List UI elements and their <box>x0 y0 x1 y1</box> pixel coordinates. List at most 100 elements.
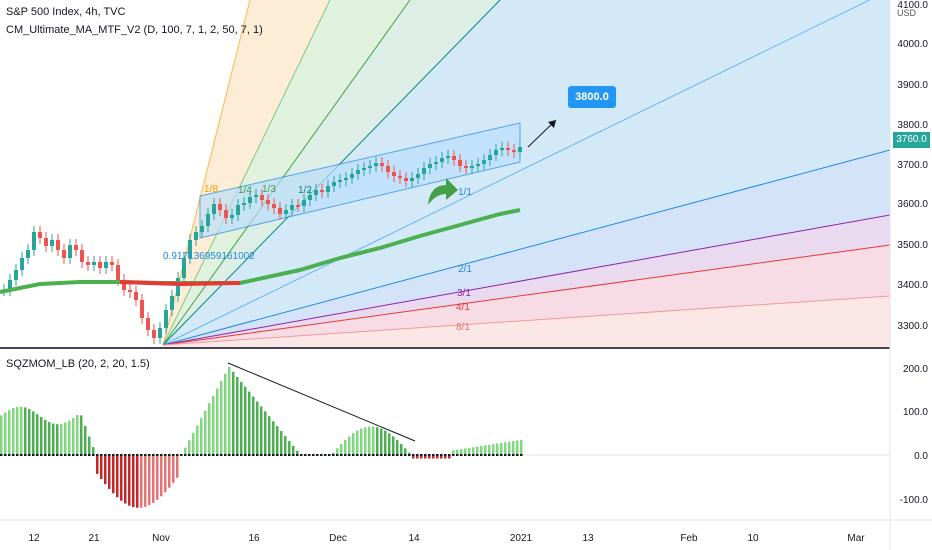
indicator-legend[interactable]: CM_Ultimate_MA_MTF_V2 (D, 100, 7, 1, 2, … <box>6 24 263 36</box>
histogram-bar <box>380 428 383 455</box>
histogram-bar <box>340 444 343 455</box>
price-axis[interactable]: 4100.0 4000.0 3900.0 3800.0 3700.0 3600.0 3500… <box>897 0 928 332</box>
price-tick-label: 3400.0 <box>897 280 928 291</box>
histogram-bar <box>388 433 391 455</box>
squeeze-momentum-histogram <box>0 367 523 508</box>
histogram-bar <box>4 412 7 455</box>
histogram-bar <box>256 401 259 455</box>
ma-line-1 <box>0 208 521 294</box>
histogram-bar <box>84 425 87 455</box>
histogram-bar <box>36 414 39 455</box>
histogram-bar <box>420 455 423 459</box>
histogram-bar <box>176 455 179 478</box>
histogram-bar <box>92 447 95 455</box>
histogram-bar <box>112 455 115 494</box>
histogram-bar <box>156 455 159 500</box>
oscillator-legend[interactable]: SQZMOM_LB (20, 2, 20, 1.5) <box>6 358 150 370</box>
histogram-bar <box>224 373 227 455</box>
histogram-bar <box>172 455 175 483</box>
histogram-bar <box>96 455 99 474</box>
histogram-bar <box>232 371 235 455</box>
histogram-bar <box>448 455 451 459</box>
oscillator-axis[interactable]: 200.0 100.0 0.0 -100.0 <box>900 364 929 506</box>
histogram-bar <box>452 450 455 455</box>
histogram-bar <box>216 388 219 455</box>
histogram-bar <box>456 449 459 455</box>
fan-labels: 1/8 1/4 1/3 1/2 1/1 2/1 3/1 4/1 8/1 <box>204 184 472 333</box>
histogram-bar <box>32 411 35 455</box>
price-tick-label: 3300.0 <box>897 321 928 332</box>
histogram-bar <box>416 455 419 459</box>
histogram-bar <box>284 435 287 455</box>
histogram-bar <box>292 445 295 455</box>
histogram-bar <box>368 426 371 455</box>
fan-label: 2/1 <box>458 264 472 275</box>
histogram-bar <box>444 455 447 459</box>
osc-tick-label: 200.0 <box>903 364 928 375</box>
time-tick-label: 10 <box>747 533 759 544</box>
histogram-bar <box>20 406 23 455</box>
histogram-bar <box>504 442 507 455</box>
histogram-bar <box>128 455 131 506</box>
histogram-bar <box>260 406 263 455</box>
osc-tick-label: 0.0 <box>914 451 928 462</box>
symbol-title[interactable]: S&P 500 Index, 4h, TVC <box>6 6 126 18</box>
histogram-bar <box>56 424 59 455</box>
histogram-bar <box>492 444 495 455</box>
histogram-bar <box>200 418 203 455</box>
price-tick-label: 3600.0 <box>897 199 928 210</box>
histogram-bar <box>520 439 523 455</box>
trend-line <box>227 362 416 442</box>
gann-fan <box>162 0 891 348</box>
histogram-bar <box>372 426 375 455</box>
histogram-bar <box>364 427 367 455</box>
time-tick-label: Feb <box>680 533 698 544</box>
price-tick-label: 4100.0 <box>897 0 928 11</box>
histogram-bar <box>476 446 479 455</box>
histogram-bar <box>80 415 83 455</box>
histogram-bar <box>64 422 67 455</box>
curved-arrow-icon <box>428 178 458 205</box>
histogram-bar <box>40 417 43 455</box>
histogram-bar <box>404 448 407 455</box>
histogram-bar <box>88 436 91 455</box>
histogram-bar <box>484 445 487 455</box>
fan-label: 1/3 <box>262 184 276 195</box>
histogram-bar <box>240 381 243 455</box>
fan-label: 1/1 <box>458 187 472 198</box>
histogram-bar <box>144 455 147 507</box>
histogram-bar <box>124 455 127 504</box>
histogram-bar <box>104 455 107 485</box>
histogram-bar <box>24 407 27 455</box>
histogram-bar <box>500 442 503 455</box>
osc-tick-label: 100.0 <box>903 407 928 418</box>
callout-label[interactable]: 3800.0 <box>568 86 616 108</box>
histogram-bar <box>72 417 75 455</box>
histogram-bar <box>28 409 31 455</box>
histogram-bar <box>428 455 431 459</box>
histogram-bar <box>168 455 171 488</box>
histogram-bar <box>268 416 271 455</box>
histogram-bar <box>344 440 347 455</box>
histogram-bar <box>164 455 167 493</box>
histogram-bar <box>264 411 267 455</box>
fan-label: 3/1 <box>457 288 471 299</box>
time-axis[interactable]: 12 21 Nov 16 Dec 14 2021 13 Feb 10 Mar <box>28 533 865 544</box>
histogram-bar <box>76 414 79 455</box>
histogram-bar <box>468 447 471 455</box>
histogram-bar <box>280 431 283 455</box>
histogram-bar <box>248 391 251 455</box>
histogram-bar <box>384 430 387 455</box>
histogram-bar <box>440 455 443 459</box>
histogram-bar <box>508 441 511 455</box>
histogram-bar <box>400 444 403 455</box>
histogram-bar <box>296 450 299 455</box>
histogram-bar <box>244 386 247 455</box>
histogram-bar <box>140 455 143 508</box>
histogram-bar <box>480 445 483 455</box>
histogram-bar <box>60 423 63 455</box>
histogram-bar <box>132 455 135 508</box>
histogram-bar <box>436 455 439 459</box>
